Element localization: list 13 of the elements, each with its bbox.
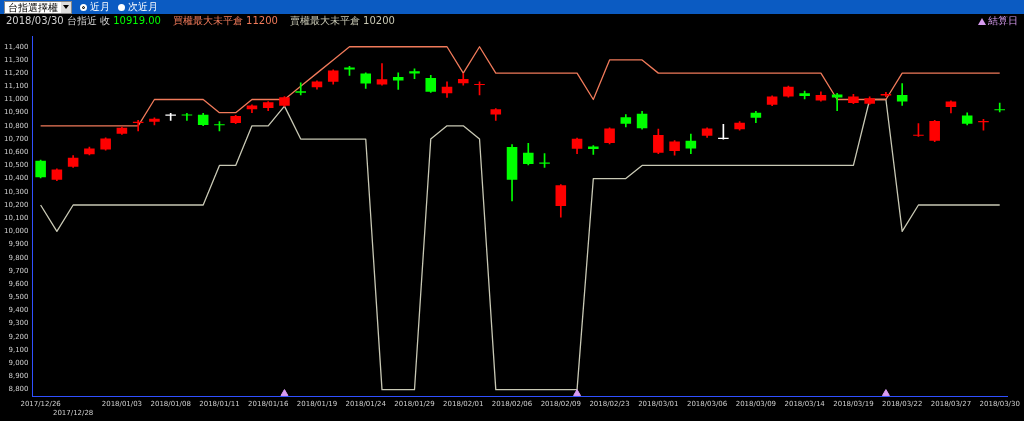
dropdown: 台指選擇權: [4, 0, 72, 14]
candlestick: [295, 82, 306, 96]
candlestick: [994, 102, 1005, 113]
text: 賣權最大未平倉 10200: [289, 14, 395, 28]
text: 次近月: [128, 0, 158, 14]
candlestick: [392, 72, 404, 90]
candlestick: [181, 112, 193, 121]
candlestick: [376, 63, 388, 86]
legend-label: 結算日: [988, 14, 1018, 28]
text: 買權最大未平倉 11200: [172, 14, 278, 28]
candlestick: [831, 92, 843, 111]
text: 近月: [90, 0, 110, 14]
chart-title: 2018/03/30 台指近 收 10919.00: [6, 15, 161, 26]
